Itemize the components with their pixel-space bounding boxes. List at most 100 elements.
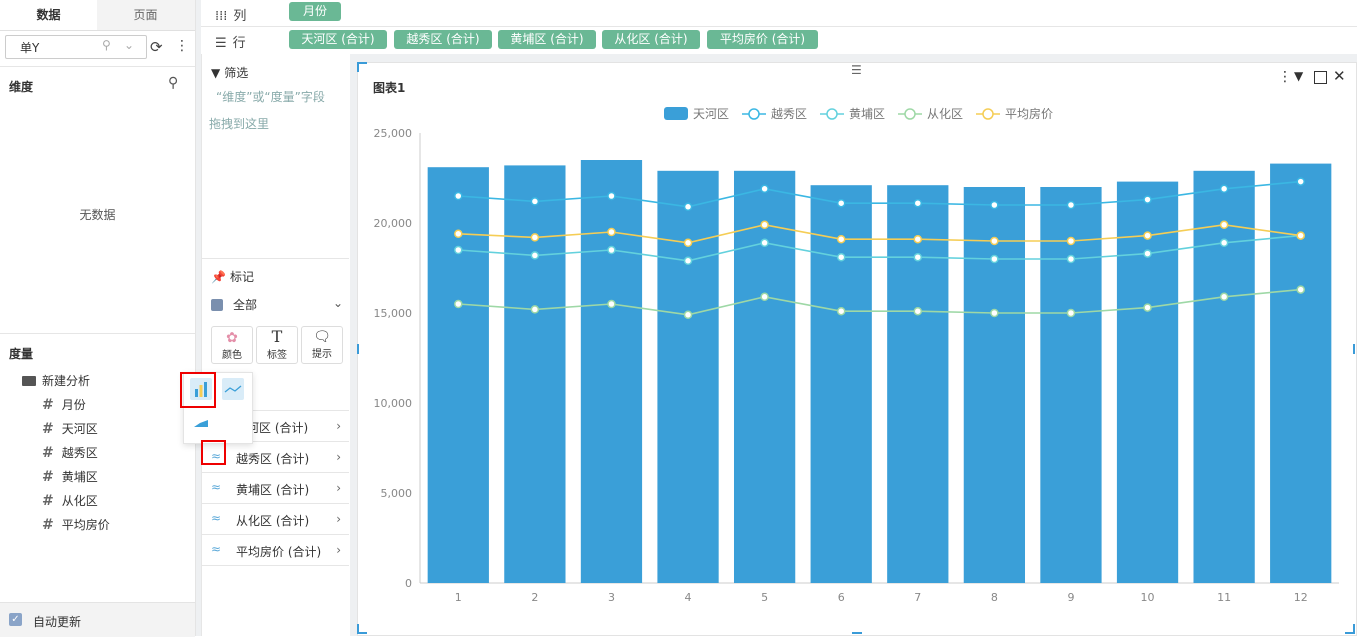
data-point [990,236,999,246]
field-item[interactable]: # 从化区 [42,492,98,509]
highlight-box [201,440,226,465]
data-point [913,234,923,244]
x-tick-label: 1 [455,591,462,604]
area-chart-icon[interactable] [192,417,210,429]
field-item[interactable]: # 黄埔区 [42,468,98,485]
hash-icon: # [42,493,54,509]
y-tick-label: 0 [405,577,412,590]
row-pill[interactable]: 黄埔区 (合计) [498,30,596,49]
series-row[interactable]: ≈ 平均房价 (合计) › [201,534,349,566]
data-panel: 数据 页面 单Y ⚲ ⌄ ⟳ ⋮ 维度 ⚲ 无数据 度量 新建分析 # 月份 # 天… [0,0,196,637]
chevron-right-icon: › [336,419,341,433]
folder-icon [22,376,36,386]
filter-icon[interactable]: ▼ [1294,69,1304,83]
data-point [1143,249,1152,258]
bar [1270,163,1332,583]
line-chart-icon[interactable] [222,378,244,400]
column-pill-month[interactable]: 月份 [289,2,341,21]
series-row[interactable]: ≈ 从化区 (合计) › [201,503,349,534]
legend-swatch [826,108,838,120]
x-tick-label: 12 [1294,591,1308,604]
data-point [990,254,999,264]
chevron-down-icon: ⌄ [332,296,343,310]
dataset-value: 单Y [20,41,40,55]
close-icon[interactable]: ✕ [1333,67,1346,85]
data-point [1143,231,1152,240]
dataset-select[interactable]: 单Y ⚲ ⌄ [5,35,147,59]
bar [810,185,872,583]
data-point [760,238,769,248]
folder-label: 新建分析 [42,374,91,388]
series-row[interactable]: ≈ 黄埔区 (合计) › [201,472,349,503]
marks-all-select[interactable]: 全部 ⌄ [211,296,343,313]
data-point [683,238,693,248]
row-pill[interactable]: 越秀区 (合计) [394,30,492,49]
chevron-down-icon[interactable]: ⌄ [124,38,135,52]
row-pill[interactable]: 天河区 (合计) [289,30,387,49]
data-point [683,310,693,320]
label-button[interactable]: T 标签 [256,326,298,364]
chevron-right-icon: › [336,450,341,464]
tooltip-button[interactable]: 🗨 提示 [301,326,343,364]
x-tick-label: 10 [1141,591,1155,604]
field-label: 天河区 [61,422,98,436]
field-item[interactable]: # 平均房价 [42,516,110,533]
data-point [1296,231,1305,240]
series-row[interactable]: 河区 (合计) › [201,410,349,441]
field-label: 越秀区 [61,446,98,460]
color-button[interactable]: ✿ 颜色 [211,326,253,364]
data-point [1143,195,1152,204]
bar [1193,170,1255,584]
data-point [607,191,616,201]
more-vertical-icon[interactable]: ⋮ [175,38,189,54]
data-point [760,220,769,230]
legend-label: 平均房价 [1005,106,1053,121]
refresh-icon[interactable]: ⟳ [150,38,163,56]
field-label: 月份 [61,398,86,412]
legend-swatch [664,107,688,120]
data-point [1296,285,1305,294]
data-point [530,305,540,314]
data-point [1296,177,1305,186]
speech-bubble-icon: 🗨 [313,329,331,345]
y-tick-label: 10,000 [374,397,413,410]
maximize-icon[interactable] [1314,71,1327,84]
drag-handle-icon[interactable]: ☰ [851,63,862,77]
folder-new-analysis[interactable]: 新建分析 [22,372,90,389]
bar [887,185,949,583]
data-point [530,251,540,260]
x-tick-label: 3 [608,591,615,604]
checkbox-checked-icon[interactable]: ✓ [9,613,22,626]
search-icon[interactable]: ⚲ [102,38,111,52]
more-vertical-icon[interactable]: ⋮ [1278,69,1292,85]
field-item[interactable]: # 越秀区 [42,444,98,461]
data-point [607,299,616,309]
y-tick-label: 15,000 [374,307,413,320]
data-point [836,252,846,262]
x-tick-label: 9 [1067,591,1074,604]
data-point [1066,236,1076,246]
tab-data[interactable]: 数据 [0,0,97,30]
pin-icon: 📌 [211,270,226,284]
tab-page[interactable]: 页面 [133,8,158,22]
row-pill[interactable]: 从化区 (合计) [602,30,700,49]
field-label: 平均房价 [61,518,110,532]
row-pill[interactable]: 平均房价 (合计) [707,30,818,49]
hash-icon: # [42,517,54,533]
field-item[interactable]: # 天河区 [42,420,98,437]
data-point [454,299,463,309]
field-item[interactable]: # 月份 [42,396,86,413]
search-icon[interactable]: ⚲ [168,75,179,91]
legend-swatch [748,108,760,120]
data-point [530,197,540,206]
data-point [1219,184,1229,194]
bar-chart-icon[interactable] [190,378,212,400]
x-tick-label: 8 [991,591,998,604]
series-line [458,234,1301,262]
no-data-text: 无数据 [79,208,116,222]
legend-swatch [904,108,916,120]
measure-title: 度量 [9,347,34,361]
series-row[interactable]: ≈ 越秀区 (合计) › [201,441,349,472]
field-label: 从化区 [61,494,98,508]
